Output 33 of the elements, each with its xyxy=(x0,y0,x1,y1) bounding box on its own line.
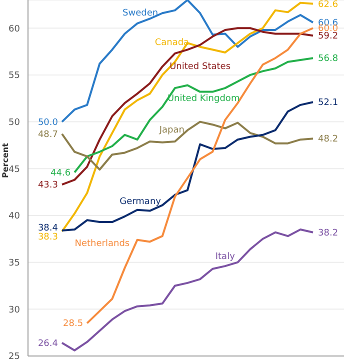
series-label: Netherlands xyxy=(74,238,130,249)
y-tick-label: 45 xyxy=(8,164,20,175)
data-label: 26.4 xyxy=(38,338,58,349)
data-label: 38.4 xyxy=(38,223,58,234)
data-label: 38.3 xyxy=(38,232,58,242)
y-tick-label: 30 xyxy=(8,305,20,316)
y-axis-title: Percent xyxy=(0,142,10,178)
line-series xyxy=(61,228,314,352)
y-tick-label: 60 xyxy=(8,24,20,34)
data-label: 48.2 xyxy=(318,134,338,145)
series-label: United States xyxy=(170,62,231,72)
line-series xyxy=(61,0,314,123)
data-label: 44.6 xyxy=(50,168,71,178)
y-tick-label: 55 xyxy=(8,71,20,82)
y-tick-label: 25 xyxy=(8,352,20,360)
data-label: 28.5 xyxy=(63,319,84,330)
series-label: Japan xyxy=(158,125,185,136)
data-label: 56.8 xyxy=(318,54,338,64)
series-label: Canada xyxy=(154,38,190,48)
series-label: Sweden xyxy=(122,8,158,18)
data-label: 43.3 xyxy=(38,180,58,191)
data-label: 52.1 xyxy=(318,98,338,108)
series-label: Germany xyxy=(120,196,162,207)
y-tick-label: 50 xyxy=(8,118,20,128)
data-label: 48.7 xyxy=(38,130,58,140)
series-label: United Kingdom xyxy=(167,94,240,104)
y-tick-label: 35 xyxy=(8,258,20,269)
data-label: 38.2 xyxy=(318,228,338,238)
data-label: 50.0 xyxy=(38,118,58,128)
series-label: Italy xyxy=(215,252,236,262)
y-tick-label: 40 xyxy=(8,212,20,222)
data-label: 62.6 xyxy=(318,0,338,10)
line-series xyxy=(74,57,314,174)
